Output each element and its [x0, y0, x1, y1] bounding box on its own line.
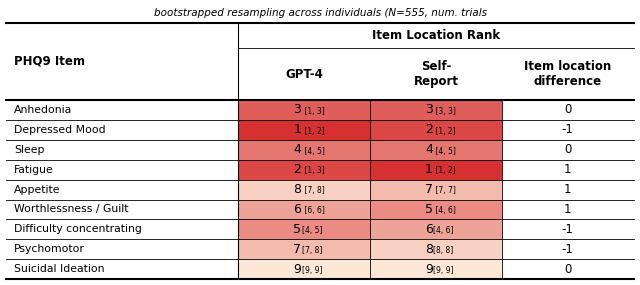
- Bar: [502, 259, 634, 279]
- Text: [6, 6]: [6, 6]: [302, 206, 324, 215]
- Text: [1, 2]: [1, 2]: [433, 127, 456, 136]
- Text: Anhedonia: Anhedonia: [14, 105, 72, 115]
- Bar: [239, 160, 370, 180]
- Text: 3: 3: [425, 103, 433, 116]
- Bar: [370, 200, 502, 219]
- Bar: [370, 239, 502, 259]
- Bar: [6, 160, 239, 180]
- Text: Psychomotor: Psychomotor: [14, 244, 85, 255]
- Text: 1: 1: [425, 163, 433, 176]
- Text: 9: 9: [293, 263, 301, 276]
- Text: [9, 9]: [9, 9]: [433, 266, 454, 275]
- Text: Item Location Rank: Item Location Rank: [372, 29, 500, 42]
- Bar: [6, 239, 239, 259]
- Bar: [6, 259, 239, 279]
- Text: [7, 8]: [7, 8]: [302, 186, 324, 196]
- Text: Worthlessness / Guilt: Worthlessness / Guilt: [14, 204, 129, 215]
- Text: [1, 3]: [1, 3]: [302, 107, 324, 116]
- Text: 5: 5: [293, 223, 301, 236]
- Bar: [370, 100, 502, 120]
- Bar: [370, 219, 502, 239]
- Text: -1: -1: [562, 243, 573, 256]
- Text: [3, 3]: [3, 3]: [433, 107, 456, 116]
- Bar: [6, 180, 239, 200]
- Bar: [370, 140, 502, 160]
- Text: 2: 2: [293, 163, 301, 176]
- Text: [7, 8]: [7, 8]: [302, 246, 322, 255]
- Bar: [502, 100, 634, 120]
- Text: [4, 6]: [4, 6]: [433, 206, 456, 215]
- Bar: [502, 160, 634, 180]
- Text: 4: 4: [293, 143, 301, 156]
- Text: 0: 0: [564, 103, 572, 116]
- Text: -1: -1: [562, 223, 573, 236]
- Bar: [239, 120, 370, 140]
- Bar: [370, 120, 502, 140]
- Bar: [6, 219, 239, 239]
- Text: 5: 5: [425, 203, 433, 216]
- Bar: [502, 140, 634, 160]
- Text: Depressed Mood: Depressed Mood: [14, 125, 106, 135]
- Text: 7: 7: [425, 183, 433, 196]
- Bar: [502, 200, 634, 219]
- Text: 2: 2: [425, 123, 433, 136]
- Bar: [239, 180, 370, 200]
- Bar: [239, 140, 370, 160]
- Bar: [6, 200, 239, 219]
- Text: 8: 8: [293, 183, 301, 196]
- Bar: [502, 219, 634, 239]
- Text: Appetite: Appetite: [14, 184, 61, 195]
- Text: 1: 1: [293, 123, 301, 136]
- Text: Fatigue: Fatigue: [14, 164, 54, 175]
- Text: [4, 5]: [4, 5]: [302, 146, 324, 156]
- Text: [1, 3]: [1, 3]: [302, 166, 324, 176]
- Text: [4, 5]: [4, 5]: [433, 146, 456, 156]
- Text: [4, 6]: [4, 6]: [433, 226, 454, 235]
- Bar: [239, 259, 370, 279]
- Bar: [502, 120, 634, 140]
- Text: 1: 1: [564, 163, 572, 176]
- Bar: [370, 259, 502, 279]
- Text: 6: 6: [293, 203, 301, 216]
- Bar: [370, 180, 502, 200]
- Text: [4, 5]: [4, 5]: [302, 226, 323, 235]
- Text: 0: 0: [564, 143, 572, 156]
- Text: 1: 1: [564, 183, 572, 196]
- Text: GPT-4: GPT-4: [285, 68, 323, 81]
- Text: 8: 8: [425, 243, 433, 256]
- Text: Self-
Report: Self- Report: [413, 60, 458, 88]
- Text: PHQ9 Item: PHQ9 Item: [14, 55, 85, 68]
- Text: 4: 4: [425, 143, 433, 156]
- Text: [8, 8]: [8, 8]: [433, 246, 454, 255]
- Text: Sleep: Sleep: [14, 144, 45, 155]
- Bar: [239, 219, 370, 239]
- Text: Suicidal Ideation: Suicidal Ideation: [14, 264, 104, 274]
- Bar: [6, 120, 239, 140]
- Bar: [6, 140, 239, 160]
- Text: [1, 2]: [1, 2]: [433, 166, 456, 176]
- Text: 6: 6: [425, 223, 433, 236]
- Bar: [6, 100, 239, 120]
- Bar: [239, 100, 370, 120]
- Text: bootstrapped resampling across individuals (N=555, num. trials: bootstrapped resampling across individua…: [154, 8, 486, 18]
- Text: 0: 0: [564, 263, 572, 276]
- Bar: [502, 239, 634, 259]
- Text: [9, 9]: [9, 9]: [302, 266, 323, 275]
- Bar: [239, 239, 370, 259]
- Text: 7: 7: [293, 243, 301, 256]
- Text: 1: 1: [564, 203, 572, 216]
- Text: 9: 9: [425, 263, 433, 276]
- Text: -1: -1: [562, 123, 573, 136]
- Bar: [370, 160, 502, 180]
- Text: 3: 3: [293, 103, 301, 116]
- Text: [7, 7]: [7, 7]: [433, 186, 456, 196]
- Text: Difficulty concentrating: Difficulty concentrating: [14, 224, 142, 235]
- Bar: [502, 180, 634, 200]
- Text: [1, 2]: [1, 2]: [302, 127, 324, 136]
- Text: Item location
difference: Item location difference: [524, 60, 611, 88]
- Bar: [239, 200, 370, 219]
